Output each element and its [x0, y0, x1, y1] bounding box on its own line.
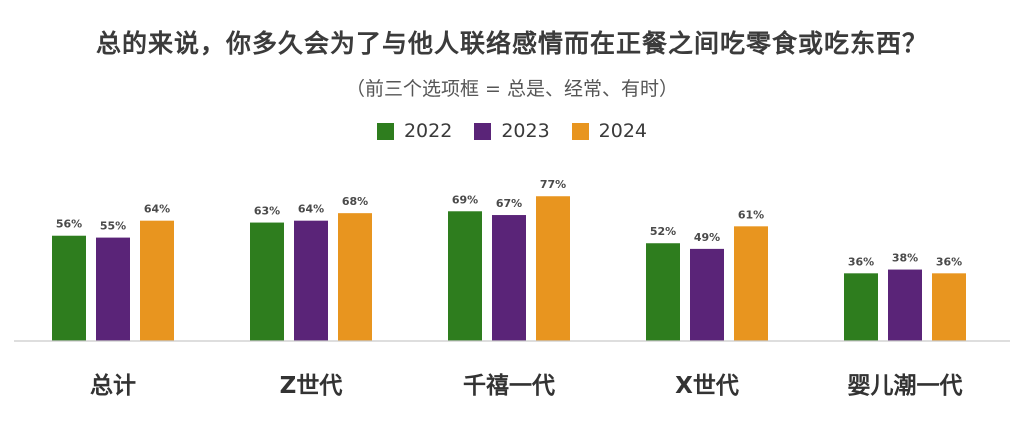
bar-2022-1 — [250, 222, 284, 341]
legend-label-2022: 2022 — [403, 120, 453, 142]
bar-2024-1 — [338, 213, 372, 341]
data-label-2023-3: 49% — [694, 231, 720, 244]
bar-2022-3 — [646, 243, 680, 341]
legend-item-2023: 2023 — [474, 120, 550, 142]
chart-title: 总的来说，你多久会为了与他人联络感情而在正餐之间吃零食或吃东西？ — [95, 29, 928, 58]
bar-2023-2 — [492, 215, 526, 341]
bar-2023-1 — [294, 220, 328, 341]
bar-2024-2 — [536, 196, 570, 341]
bar-2022-4 — [844, 273, 878, 341]
legend-label-2023: 2023 — [501, 120, 550, 142]
bar-2024-3 — [734, 226, 768, 341]
bar-2023-4 — [888, 269, 922, 341]
data-label-2023-2: 67% — [496, 197, 522, 210]
data-label-2023-4: 38% — [892, 252, 918, 265]
category-label-0: 总计 — [90, 372, 136, 399]
data-label-2022-0: 56% — [56, 218, 82, 231]
bar-2023-0 — [96, 237, 130, 341]
bar-2022-2 — [448, 211, 482, 341]
legend: 2022 2023 2024 — [0, 120, 1024, 142]
legend-swatch-2022 — [376, 122, 394, 140]
category-label-3: X世代 — [675, 373, 739, 399]
category-label-1: Z世代 — [280, 373, 343, 399]
legend-label-2024: 2024 — [598, 120, 648, 142]
data-label-2022-2: 69% — [452, 193, 478, 206]
bar-2024-4 — [932, 273, 966, 341]
data-label-2022-1: 63% — [254, 205, 280, 218]
bar-2024-0 — [140, 220, 174, 341]
data-label-2024-4: 36% — [936, 255, 962, 268]
category-label-2: 千禧一代 — [463, 373, 555, 399]
data-label-2022-4: 36% — [848, 255, 874, 268]
legend-item-2024: 2024 — [571, 120, 648, 142]
category-label-4: 婴儿潮一代 — [848, 373, 963, 399]
data-label-2024-3: 61% — [738, 208, 764, 221]
bar-2023-3 — [690, 248, 724, 341]
legend-swatch-2023 — [474, 122, 492, 140]
data-label-2022-3: 52% — [650, 225, 676, 238]
data-label-2024-0: 64% — [144, 203, 170, 216]
data-label-2024-2: 77% — [540, 178, 566, 191]
data-label-2023-0: 55% — [100, 220, 126, 233]
legend-swatch-2024 — [571, 122, 589, 140]
bar-2022-0 — [52, 235, 86, 341]
data-label-2024-1: 68% — [342, 195, 368, 208]
legend-item-2022: 2022 — [376, 120, 453, 142]
data-label-2023-1: 64% — [298, 203, 324, 216]
chart-subtitle: （前三个选项框 = 总是、经常、有时） — [346, 78, 678, 100]
